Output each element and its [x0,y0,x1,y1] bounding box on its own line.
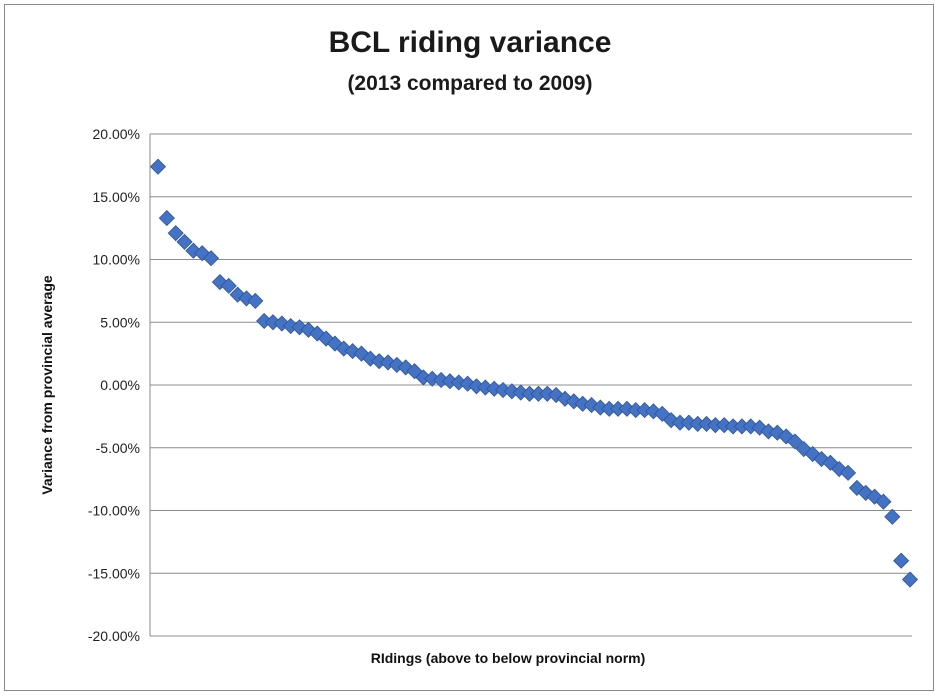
data-point [840,464,857,481]
data-point [203,250,220,267]
y-tick-label: 10.00% [93,252,140,268]
data-point [786,433,804,450]
y-tick-label: -15.00% [88,565,140,581]
y-axis-label: Variance from provincial average [39,275,55,495]
data-point [884,508,901,525]
x-axis-label: RIdings (above to below provincial norm) [371,650,646,666]
gridlines [150,133,912,637]
y-tick-label: -10.00% [88,503,140,519]
y-tick-label: 5.00% [100,314,140,330]
data-point [875,493,892,510]
data-point [167,225,184,242]
chart-subtitle: (2013 compared to 2009) [347,72,593,95]
y-tick-label: -20.00% [88,628,140,644]
data-point [158,210,175,227]
data-points [149,158,919,588]
data-point [176,233,193,250]
data-point [220,277,237,294]
chart-frame [4,4,934,691]
chart-title: BCL riding variance [328,26,612,59]
y-tick-label: 15.00% [93,189,140,205]
data-point [149,158,167,175]
data-point [247,292,264,309]
y-tick-label: 20.00% [93,126,140,142]
data-point [901,571,919,588]
data-point [893,552,910,569]
y-tick-labels: 20.00% 15.00% 10.00% 5.00% 0.00% -5.00% -10.00… [88,126,140,644]
y-tick-label: -5.00% [96,440,140,456]
y-tick-label: 0.00% [100,377,140,393]
